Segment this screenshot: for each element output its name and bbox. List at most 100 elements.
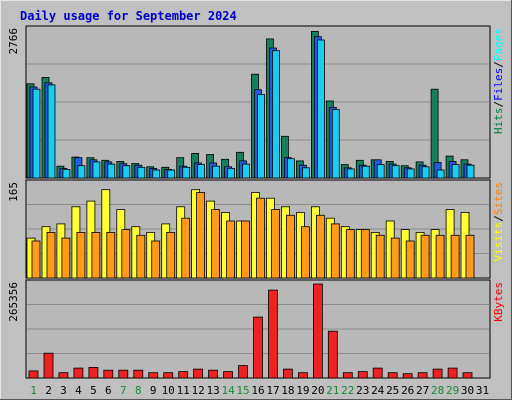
bar-pages-day-2 xyxy=(47,84,56,179)
bar-kbytes-day-19 xyxy=(297,372,308,379)
y-max-label: 2766 xyxy=(7,28,20,55)
legend: Hits/Files/Pages xyxy=(492,28,505,134)
bar-pages-day-28 xyxy=(436,169,445,179)
bar-pages-day-16 xyxy=(257,94,265,179)
bar-sites-day-2 xyxy=(46,231,56,279)
bar-sites-day-3 xyxy=(61,237,71,279)
bar-sites-day-11 xyxy=(181,217,191,279)
chart-panels: 2766 Hits/Files/Pages 165 Visits/Sites 26535… xyxy=(7,25,505,379)
day-label-19: 19 xyxy=(296,384,309,397)
bar-pages-day-26 xyxy=(406,168,415,179)
bar-pages-day-25 xyxy=(391,165,400,179)
day-label-29: 29 xyxy=(446,384,459,397)
day-label-3: 3 xyxy=(60,384,67,397)
series-pages xyxy=(32,39,475,179)
bar-sites-day-24 xyxy=(375,234,385,279)
day-label-8: 8 xyxy=(135,384,142,397)
bar-pages-day-3 xyxy=(62,168,71,179)
bar-pages-day-29 xyxy=(451,164,460,179)
bar-pages-day-12 xyxy=(197,164,206,179)
bar-kbytes-day-30 xyxy=(462,372,473,379)
bar-sites-day-6 xyxy=(106,231,116,279)
day-label-23: 23 xyxy=(356,384,369,397)
day-label-18: 18 xyxy=(281,384,294,397)
day-label-14: 14 xyxy=(221,384,235,397)
bar-kbytes-day-1 xyxy=(28,370,39,379)
bar-sites-day-13 xyxy=(211,209,221,279)
bar-pages-day-1 xyxy=(32,88,41,179)
bar-sites-day-30 xyxy=(465,234,475,279)
day-label-31: 31 xyxy=(476,384,489,397)
bar-kbytes-day-24 xyxy=(372,367,383,379)
day-label-1: 1 xyxy=(30,384,37,397)
bar-kbytes-day-5 xyxy=(88,366,99,379)
bar-sites-day-23 xyxy=(360,229,370,279)
bar-sites-day-8 xyxy=(136,234,146,279)
day-label-6: 6 xyxy=(105,384,112,397)
bar-pages-day-10 xyxy=(167,169,176,179)
series-kbytes xyxy=(28,283,473,379)
bar-kbytes-day-13 xyxy=(208,369,219,379)
bar-sites-day-25 xyxy=(390,237,400,279)
bar-kbytes-day-3 xyxy=(58,372,69,379)
bar-sites-day-19 xyxy=(300,226,310,279)
day-label-28: 28 xyxy=(431,384,444,397)
bar-kbytes-day-22 xyxy=(342,372,353,379)
bar-kbytes-day-10 xyxy=(163,372,174,379)
panel-hits-files-pages: 2766 Hits/Files/Pages xyxy=(7,25,505,179)
bar-kbytes-day-11 xyxy=(178,371,189,379)
bar-sites-day-21 xyxy=(330,223,340,279)
bar-kbytes-day-28 xyxy=(432,368,443,379)
bar-kbytes-day-8 xyxy=(133,369,144,379)
panel-kbytes: 265356 KBytes xyxy=(7,279,505,379)
day-label-9: 9 xyxy=(150,384,157,397)
day-label-7: 7 xyxy=(120,384,127,397)
bar-pages-day-5 xyxy=(92,161,101,179)
day-label-13: 13 xyxy=(206,384,219,397)
bar-sites-day-4 xyxy=(76,231,86,279)
bar-kbytes-day-29 xyxy=(447,367,458,379)
legend: Visits/Sites xyxy=(492,182,505,262)
bar-pages-day-8 xyxy=(137,166,146,179)
day-label-2: 2 xyxy=(45,384,52,397)
bar-pages-day-9 xyxy=(152,169,161,179)
bar-pages-day-11 xyxy=(182,166,191,179)
day-label-4: 4 xyxy=(75,384,82,397)
legend-entry: Visits xyxy=(492,222,505,262)
bar-pages-day-21 xyxy=(331,109,340,179)
bar-pages-day-6 xyxy=(107,163,116,179)
bar-kbytes-day-27 xyxy=(417,372,428,379)
bar-kbytes-day-2 xyxy=(43,352,54,379)
day-label-20: 20 xyxy=(311,384,324,397)
day-label-30: 30 xyxy=(461,384,474,397)
bar-sites-day-7 xyxy=(121,229,131,279)
legend-entry: KBytes xyxy=(492,282,505,322)
bar-sites-day-18 xyxy=(285,214,295,279)
bar-kbytes-day-14 xyxy=(223,371,234,379)
legend-entry: Files xyxy=(492,68,505,101)
bar-kbytes-day-25 xyxy=(387,372,398,379)
bar-kbytes-day-26 xyxy=(402,373,413,379)
day-label-11: 11 xyxy=(177,384,190,397)
day-label-27: 27 xyxy=(416,384,429,397)
bar-sites-day-28 xyxy=(435,234,445,279)
bar-pages-day-13 xyxy=(212,165,221,179)
bar-pages-day-22 xyxy=(346,168,355,179)
bar-sites-day-1 xyxy=(31,240,41,279)
bar-kbytes-day-9 xyxy=(148,372,159,379)
bar-pages-day-15 xyxy=(242,163,250,179)
legend-entry: Hits xyxy=(492,108,505,135)
bar-sites-day-16 xyxy=(256,197,265,279)
day-label-12: 12 xyxy=(191,384,204,397)
bar-sites-day-9 xyxy=(151,240,161,279)
bar-pages-day-18 xyxy=(286,158,295,179)
bar-pages-day-7 xyxy=(122,165,131,179)
day-label-15: 15 xyxy=(236,384,249,397)
day-label-26: 26 xyxy=(401,384,414,397)
bar-sites-day-17 xyxy=(271,209,280,279)
chart-title: Daily usage for September 2024 xyxy=(20,9,237,23)
bar-sites-day-26 xyxy=(405,240,415,279)
y-max-label: 165 xyxy=(7,182,20,202)
day-label-21: 21 xyxy=(326,384,339,397)
